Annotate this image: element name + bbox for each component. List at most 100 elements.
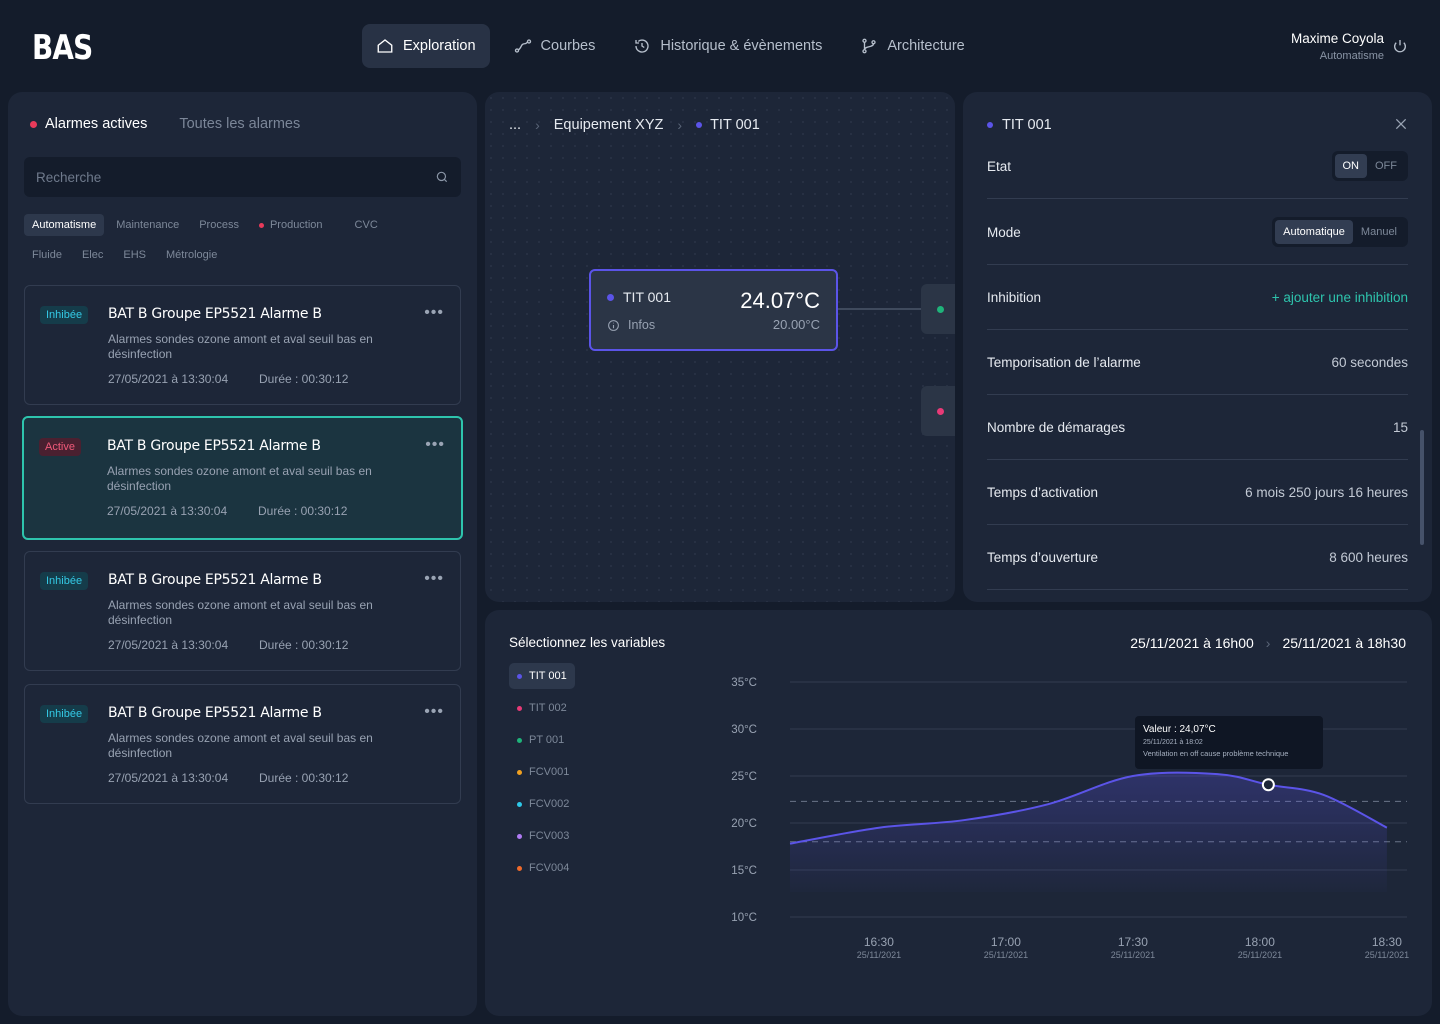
node-info-link[interactable]: Infos bbox=[607, 318, 655, 332]
more-icon[interactable]: ••• bbox=[424, 703, 444, 720]
variable-dot bbox=[696, 122, 703, 128]
filter-label: Fluide bbox=[32, 249, 62, 261]
variable-dot bbox=[517, 865, 522, 871]
breadcrumb-equipment[interactable]: Equipement XYZ bbox=[553, 117, 664, 133]
sensor-node[interactable]: TIT 001 Infos 24.07°C 20.00°C bbox=[589, 269, 838, 351]
row-label: Temps d’ouverture bbox=[987, 549, 1099, 565]
node-connector bbox=[838, 308, 922, 310]
y-tick-label: 25°C bbox=[731, 771, 757, 783]
x-tick-date: 25/11/2021 bbox=[984, 950, 1028, 960]
row-value: 8 600 heures bbox=[1329, 549, 1408, 565]
variable-item[interactable]: FCV002 bbox=[509, 791, 577, 817]
alarm-card[interactable]: Inhibée BAT B Groupe EP5521 Alarme B Ala… bbox=[24, 684, 461, 804]
nav-exploration[interactable]: Exploration bbox=[362, 24, 490, 68]
alarm-card-selected[interactable]: Active BAT B Groupe EP5521 Alarme B Alar… bbox=[22, 416, 463, 540]
row-activation: Temps d’activation 6 mois 250 jours 16 h… bbox=[987, 460, 1408, 525]
user-block[interactable]: Maxime Coyola Automatisme bbox=[1291, 31, 1384, 62]
search-icon[interactable] bbox=[435, 170, 449, 184]
status-badge: Active bbox=[39, 438, 81, 456]
etat-off-button[interactable]: OFF bbox=[1375, 160, 1397, 172]
row-value: 6 mois 250 jours 16 heures bbox=[1245, 484, 1408, 500]
date-range[interactable]: 25/11/2021 à 16h00 › 25/11/2021 à 18h30 bbox=[1130, 635, 1406, 651]
row-value: 15 bbox=[1392, 419, 1408, 435]
variable-dot bbox=[517, 737, 522, 743]
more-icon[interactable]: ••• bbox=[425, 436, 445, 453]
row-label: Temporisation de l’alarme bbox=[987, 354, 1141, 370]
node-info-label: Infos bbox=[628, 318, 656, 332]
info-icon bbox=[608, 319, 619, 331]
linked-node[interactable] bbox=[921, 284, 955, 334]
filter-fluide[interactable]: Fluide bbox=[24, 244, 70, 266]
linked-node[interactable] bbox=[921, 386, 955, 436]
filter-elec[interactable]: Elec bbox=[74, 244, 111, 266]
alarm-date: 27/05/2021 à 13:30:04 bbox=[108, 372, 229, 386]
row-label: Temps d’activation bbox=[987, 484, 1099, 500]
mode-toggle: Automatique Manuel bbox=[1272, 217, 1408, 247]
etat-on-button[interactable]: ON bbox=[1334, 154, 1367, 178]
variable-dot bbox=[987, 122, 993, 128]
scrollbar[interactable] bbox=[1420, 430, 1424, 545]
mode-auto-button[interactable]: Automatique bbox=[1275, 220, 1353, 244]
tooltip-note: Ventilation en off cause problème techni… bbox=[1143, 749, 1289, 758]
row-demarrages: Nombre de démarages 15 bbox=[987, 395, 1408, 460]
range-end: 25/11/2021 à 18h30 bbox=[1282, 635, 1406, 651]
power-icon[interactable] bbox=[1392, 38, 1408, 54]
alarm-date: 27/05/2021 à 13:30:04 bbox=[108, 638, 229, 652]
tab-label: Alarmes actives bbox=[45, 116, 148, 132]
nav-architecture[interactable]: Architecture bbox=[846, 24, 978, 68]
detail-title: TIT 001 bbox=[1002, 117, 1052, 133]
nav-historique[interactable]: Historique & évènements bbox=[619, 24, 836, 68]
filter-process[interactable]: Process bbox=[191, 214, 247, 236]
variable-name: FCV002 bbox=[529, 798, 570, 810]
chevron-right-icon: › bbox=[677, 117, 683, 133]
nav-courbes[interactable]: Courbes bbox=[500, 24, 610, 68]
filter-label: Production bbox=[269, 219, 323, 231]
more-icon[interactable]: ••• bbox=[424, 304, 444, 321]
filter-production[interactable]: Production bbox=[251, 214, 331, 236]
filter-automatisme[interactable]: Automatisme bbox=[24, 214, 105, 236]
tab-label: Toutes les alarmes bbox=[179, 116, 301, 132]
curves-panel: Sélectionnez les variables 25/11/2021 à … bbox=[485, 610, 1432, 1016]
alarm-title: BAT B Groupe EP5521 Alarme B bbox=[108, 705, 322, 721]
alarm-card[interactable]: Inhibée BAT B Groupe EP5521 Alarme B Ala… bbox=[24, 551, 461, 671]
tab-all-alarms[interactable]: Toutes les alarmes bbox=[179, 116, 300, 132]
variable-list: TIT 001 TIT 002 PT 001 FCV001 FCV002 FCV… bbox=[509, 663, 577, 887]
home-icon bbox=[377, 39, 393, 53]
alarm-title: BAT B Groupe EP5521 Alarme B bbox=[107, 438, 321, 454]
variable-dot bbox=[607, 293, 614, 301]
more-icon[interactable]: ••• bbox=[424, 570, 444, 587]
app-logo[interactable]: BAS bbox=[32, 28, 93, 68]
variable-item[interactable]: TIT 002 bbox=[509, 695, 575, 721]
add-inhibition-link[interactable]: + ajouter une inhibition bbox=[1271, 289, 1408, 305]
close-icon[interactable] bbox=[1394, 117, 1408, 131]
filter-ehs[interactable]: EHS bbox=[115, 244, 154, 266]
mode-manual-button[interactable]: Manuel bbox=[1360, 226, 1397, 238]
temperature-chart[interactable]: 10°C15°C20°C25°C30°C35°C16:3025/11/20211… bbox=[715, 670, 1415, 970]
breadcrumb-current: TIT 001 bbox=[696, 117, 760, 133]
variable-item[interactable]: TIT 001 bbox=[509, 663, 575, 689]
variable-item[interactable]: FCV004 bbox=[509, 855, 577, 881]
tab-active-alarms[interactable]: Alarmes actives bbox=[30, 116, 147, 132]
search-box bbox=[24, 157, 461, 197]
search-input[interactable] bbox=[36, 169, 435, 185]
alarm-duration: Durée : 00:30:12 bbox=[259, 771, 349, 785]
variable-item[interactable]: FCV001 bbox=[509, 759, 577, 785]
alarm-duration: Durée : 00:30:12 bbox=[259, 372, 349, 386]
filter-cvc[interactable]: CVC bbox=[347, 214, 386, 236]
variable-item[interactable]: PT 001 bbox=[509, 727, 572, 753]
row-label: Nombre de démarages bbox=[987, 419, 1126, 435]
x-tick-date: 25/11/2021 bbox=[1111, 950, 1155, 960]
variable-item[interactable]: FCV003 bbox=[509, 823, 577, 849]
alarm-date: 27/05/2021 à 13:30:04 bbox=[108, 771, 229, 785]
x-tick-label: 17:00 bbox=[991, 935, 1021, 949]
alarm-card[interactable]: Inhibée BAT B Groupe EP5521 Alarme B Ala… bbox=[24, 285, 461, 405]
range-start: 25/11/2021 à 16h00 bbox=[1130, 635, 1254, 651]
status-dot bbox=[937, 306, 944, 313]
variable-dot bbox=[517, 833, 522, 839]
filter-label: Maintenance bbox=[116, 219, 180, 231]
alarm-duration: Durée : 00:30:12 bbox=[258, 504, 348, 518]
breadcrumb-root[interactable]: ... bbox=[509, 117, 522, 133]
y-tick-label: 20°C bbox=[731, 818, 757, 830]
filter-metrologie[interactable]: Métrologie bbox=[158, 244, 225, 266]
filter-maintenance[interactable]: Maintenance bbox=[108, 214, 187, 236]
